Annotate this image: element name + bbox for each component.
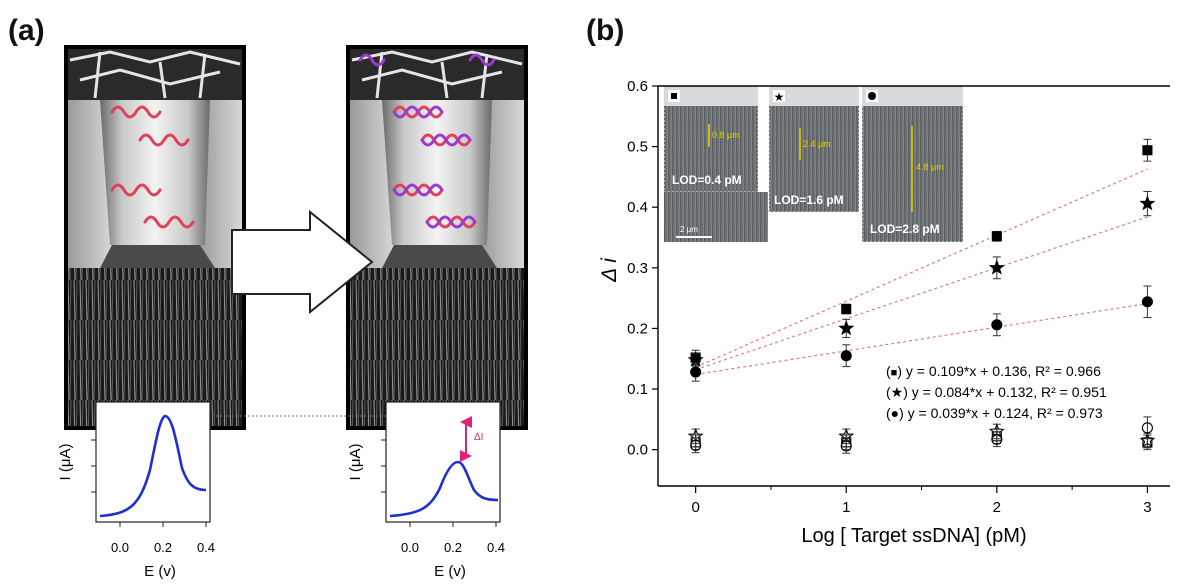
y-tick-label: 0.6: [627, 78, 648, 95]
inset-marker-star: ★: [774, 90, 785, 104]
cv-before-tick-2: 0.4: [197, 540, 215, 555]
sem-block-after: [346, 45, 528, 430]
x-tick-label: 2: [993, 499, 1001, 516]
cv-plot-after: [381, 401, 501, 527]
inset-thickness-1: 0.8 μm: [712, 130, 740, 140]
fit-lines: [695, 168, 1148, 376]
sem-inset-panel-1: 0.8 μm LOD=0.4 pM: [663, 85, 759, 193]
data-point-circle: [1141, 296, 1153, 308]
y-tick-label: 0.0: [627, 442, 648, 459]
x-tick-label: 3: [1143, 499, 1151, 516]
legend-eq-3: y = 0.039*x + 0.124, R² = 0.973: [908, 405, 1103, 421]
legend: (■) y = 0.109*x + 0.136, R² = 0.966 (★) …: [886, 363, 1107, 421]
data-point-star: [1139, 195, 1156, 211]
data-point-circle: [690, 366, 702, 378]
sem-inset: 0.8 μm LOD=0.4 pM ★ 2.4 μm LOD=1.6 pM 4.…: [663, 85, 964, 243]
dsdna-hybrids-after: [358, 53, 496, 229]
calibration-chart: 0.8 μm LOD=0.4 pM ★ 2.4 μm LOD=1.6 pM 4.…: [598, 78, 1170, 547]
y-ticks: 0.0 0.1 0.2 0.3 0.4 0.5 0.6: [627, 78, 658, 459]
data-point-circle: [690, 439, 702, 451]
cv-after-xlabel: E (v): [434, 563, 466, 580]
inset-lod-2: LOD=1.6 pM: [774, 193, 844, 207]
cv-before-tick-0: 0.0: [111, 540, 129, 555]
legend-eq-1: y = 0.109*x + 0.136, R² = 0.966: [906, 363, 1101, 379]
data-point-square: [1142, 145, 1153, 156]
data-point-circle: [840, 440, 852, 452]
fit-line: [695, 168, 1148, 368]
axes: [657, 85, 1170, 487]
cv-before-tick-1: 0.2: [154, 540, 172, 555]
ssdna-probes-before: [110, 105, 195, 229]
data-points: [687, 138, 1156, 454]
data-point-circle: [991, 319, 1003, 331]
x-tick-label: 0: [691, 499, 699, 516]
data-point-star: [1139, 432, 1156, 448]
legend-entry-3: (●) y = 0.039*x + 0.124, R² = 0.973: [886, 405, 1103, 421]
fit-line: [695, 302, 1148, 376]
inset-lod-3: LOD=2.8 pM: [870, 222, 940, 236]
inset-thickness-3: 4.8 μm: [916, 162, 944, 172]
data-point-square: [841, 303, 852, 315]
data-point-square: [991, 231, 1002, 242]
cv-plot-before: [91, 401, 211, 527]
sem-block-before: [64, 45, 246, 430]
y-tick-label: 0.1: [627, 381, 648, 398]
legend-entry-2: (★) y = 0.084*x + 0.132, R² = 0.951: [886, 384, 1107, 400]
data-point-circle: [840, 350, 852, 362]
sem-inset-panel-2: ★ 2.4 μm LOD=1.6 pM: [768, 85, 860, 213]
y-axis-label: Δ i: [598, 257, 621, 283]
inset-lod-1: LOD=0.4 pM: [672, 173, 742, 187]
sem-inset-panel-3: 4.8 μm LOD=2.8 pM: [861, 85, 964, 243]
process-arrow: [231, 209, 374, 315]
data-point-star: [988, 259, 1005, 275]
cv-after-ylabel: I (μA): [347, 444, 364, 481]
inset-scalebar-label: 2 μm: [680, 225, 698, 234]
delta-i-label: ΔI: [474, 432, 483, 443]
data-point-circle: [1141, 422, 1153, 434]
fit-line: [695, 216, 1148, 371]
y-tick-label: 0.2: [627, 320, 648, 337]
cv-after-tick-1: 0.2: [444, 540, 462, 555]
cv-before-ylabel: I (μA): [57, 444, 74, 481]
data-point-star: [838, 319, 855, 336]
panel-label-b: (b): [586, 14, 625, 47]
data-point-circle: [991, 433, 1003, 445]
panel-label-a: (a): [8, 14, 45, 47]
x-tick-label: 1: [842, 499, 850, 516]
legend-entry-1: (■) y = 0.109*x + 0.136, R² = 0.966: [886, 363, 1101, 379]
y-tick-label: 0.4: [627, 199, 648, 216]
cv-before-xlabel: E (v): [144, 563, 176, 580]
inset-thickness-2: 2.4 μm: [803, 139, 831, 149]
inset-marker-square: [671, 93, 677, 99]
panel-a-illustration: I (μA) 0.0 0.2 0.4 E (v) ΔI I (μA) 0.0 0…: [57, 45, 528, 580]
x-axis-label: Log [ Target ssDNA] (pM): [801, 525, 1026, 547]
cv-after-tick-2: 0.4: [487, 540, 505, 555]
y-tick-label: 0.3: [627, 260, 648, 277]
legend-eq-2: y = 0.084*x + 0.132, R² = 0.951: [912, 384, 1107, 400]
x-ticks: 0 1 2 3: [691, 486, 1152, 516]
cv-after-tick-0: 0.0: [401, 540, 419, 555]
inset-marker-circle: [868, 92, 876, 100]
y-tick-label: 0.5: [627, 139, 648, 156]
